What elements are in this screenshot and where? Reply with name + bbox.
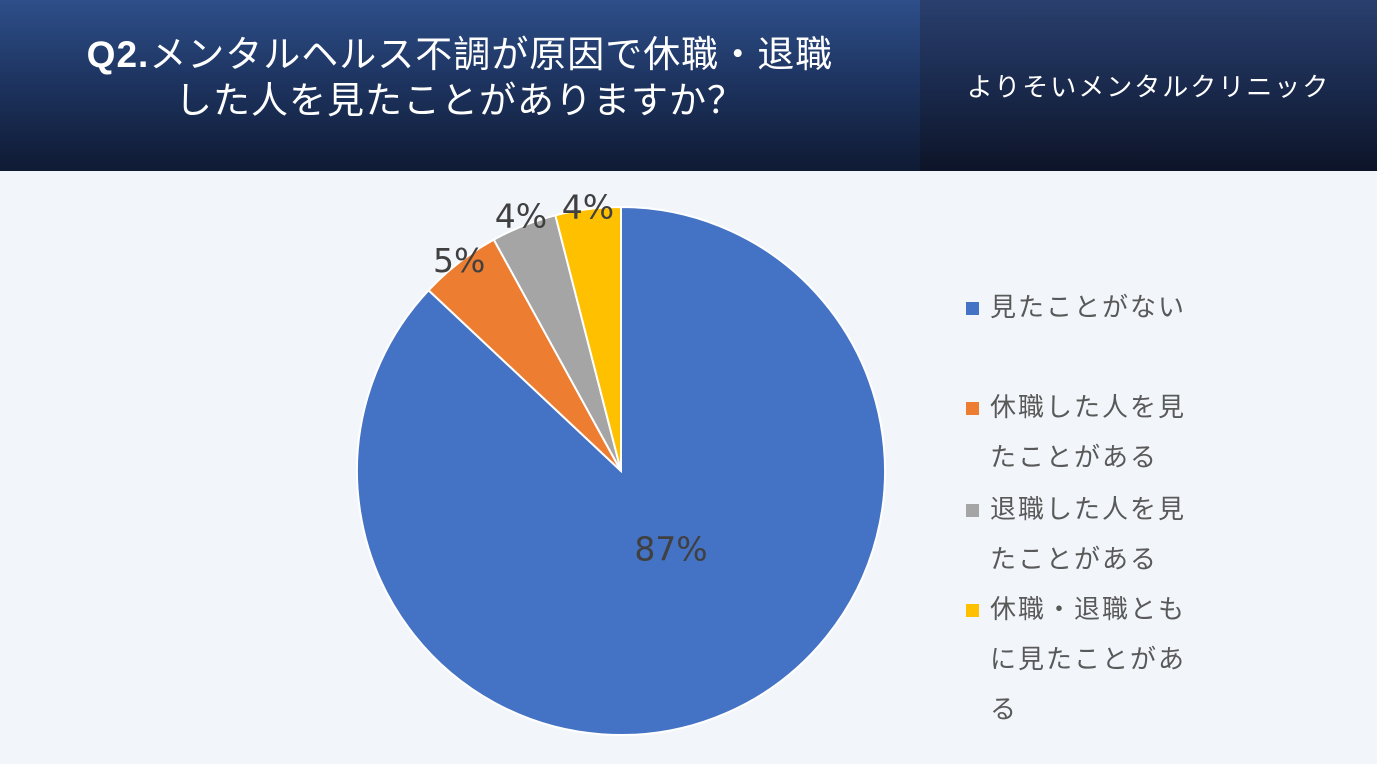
pie-slice-0 bbox=[356, 205, 886, 736]
legend-item-saw-leave: 休職した人を見 たことがある bbox=[966, 383, 1186, 483]
header-banner: Q2.メンタルヘルス不調が原因で休職・退職 した人を見たことがありますか？ より… bbox=[0, 0, 1377, 171]
legend-swatch bbox=[966, 302, 979, 315]
legend-label: 見たことがない bbox=[990, 293, 1187, 323]
legend-label: る bbox=[990, 695, 1019, 725]
brand-panel: よりそいメンタルクリニック bbox=[920, 0, 1377, 171]
title-line-2: した人を見たことがありますか？ bbox=[175, 79, 745, 122]
legend-swatch bbox=[966, 402, 979, 415]
title-panel: Q2.メンタルヘルス不調が原因で休職・退職 した人を見たことがありますか？ bbox=[0, 0, 920, 171]
title-question-number: Q2. bbox=[86, 34, 150, 75]
chart-area: 87% 5% 4% 4% 見たことがない 休職した人を見 たことがある 退職した人を見… bbox=[0, 171, 1377, 764]
pie-data-label-1: 5% bbox=[433, 241, 485, 280]
legend-swatch bbox=[966, 604, 979, 617]
legend-label: たことがある bbox=[990, 443, 1159, 473]
pie-data-label-0: 87% bbox=[634, 530, 707, 569]
legend-swatch bbox=[966, 504, 979, 517]
legend-label: 退職した人を見 bbox=[990, 495, 1187, 525]
legend-label: たことがある bbox=[990, 545, 1159, 575]
pie-data-label-2: 4% bbox=[495, 197, 547, 236]
brand-name: よりそいメンタルクリニック bbox=[966, 73, 1331, 103]
title-line-1: メンタルヘルス不調が原因で休職・退職 bbox=[149, 33, 834, 76]
legend-item-never-seen: 見たことがない bbox=[966, 283, 1186, 333]
legend-label: に見たことがあ bbox=[990, 645, 1187, 675]
page-title: Q2.メンタルヘルス不調が原因で休職・退職 した人を見たことがありますか？ bbox=[0, 32, 920, 124]
legend-item-saw-both: 休職・退職とも に見たことがあ る bbox=[966, 585, 1186, 735]
pie-chart: 87% 5% 4% 4% bbox=[356, 188, 886, 736]
legend-label: 休職・退職とも bbox=[990, 595, 1187, 625]
pie-data-label-3: 4% bbox=[562, 188, 614, 227]
pie-slice-3 bbox=[554, 205, 622, 472]
legend-item-saw-resignation: 退職した人を見 たことがある bbox=[966, 485, 1186, 585]
legend-label: 休職した人を見 bbox=[990, 393, 1187, 423]
